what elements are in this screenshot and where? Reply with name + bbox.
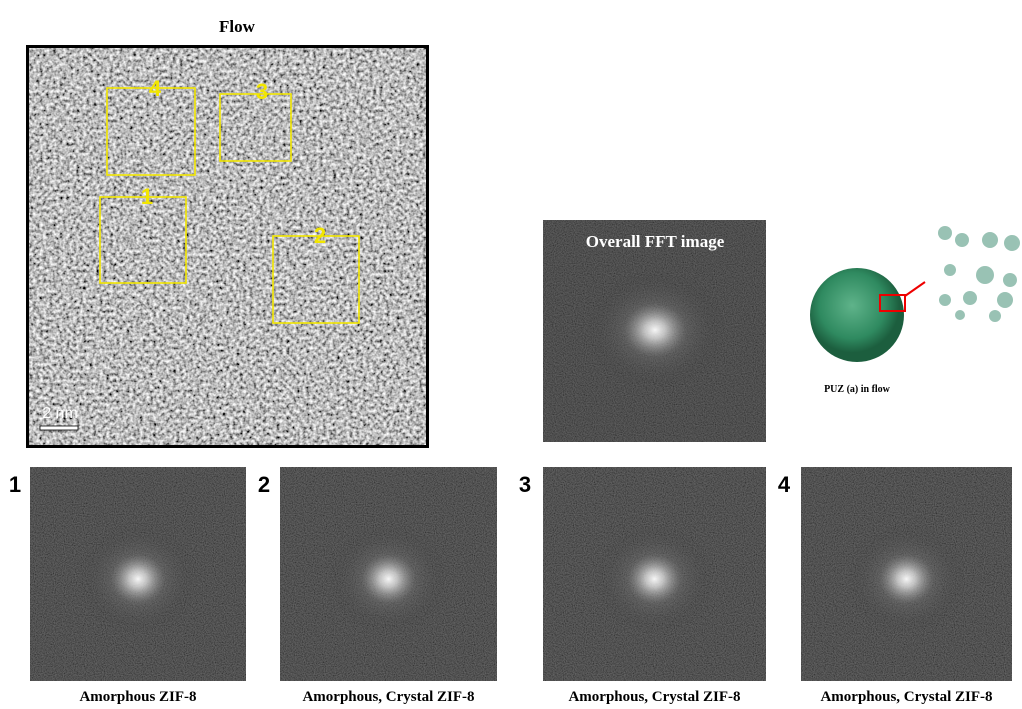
panel-glow [329, 524, 449, 634]
figure: Flow 4 3 1 2 2 nm Overall FFT image PUZ … [0, 0, 1022, 709]
model-sphere [810, 268, 904, 362]
panel-label: 1 [9, 472, 21, 497]
fft-glow [585, 270, 725, 390]
scale-bar [40, 426, 78, 430]
model-arrow [905, 282, 925, 296]
panel-label: 4 [778, 472, 791, 497]
tem-image [29, 48, 426, 445]
panel-label: 3 [519, 472, 531, 497]
region-label: 1 [141, 184, 153, 209]
model-caption: PUZ (a) in flow [824, 384, 891, 395]
fft-title: Overall FFT image [586, 232, 725, 251]
panel-label: 2 [258, 472, 270, 497]
panels: 1 Amorphous ZIF-8 2 Amorphous, Crystal ZIF-… [9, 467, 1012, 705]
panel-glow [78, 524, 198, 634]
region-label: 3 [256, 79, 268, 104]
region-label: 2 [314, 223, 326, 248]
panel-glow [847, 524, 967, 634]
region-label: 4 [149, 76, 162, 101]
panel-caption: Amorphous, Crystal ZIF-8 [302, 689, 474, 705]
scale-label: 2 nm [42, 405, 78, 422]
panel-glow [595, 524, 715, 634]
panel-caption: Amorphous ZIF-8 [79, 689, 196, 705]
title: Flow [219, 17, 256, 36]
panel-caption: Amorphous, Crystal ZIF-8 [568, 689, 740, 705]
panel-caption: Amorphous, Crystal ZIF-8 [820, 689, 992, 705]
model-zoom [938, 226, 1020, 322]
